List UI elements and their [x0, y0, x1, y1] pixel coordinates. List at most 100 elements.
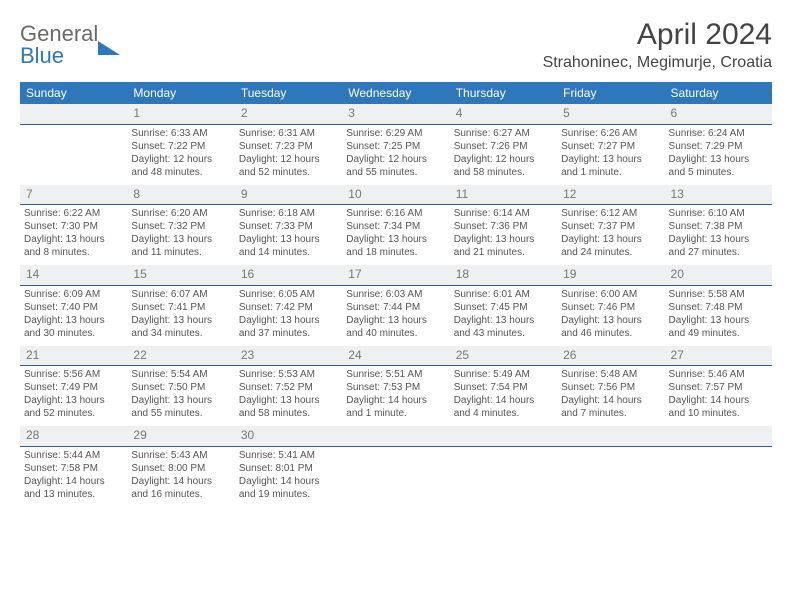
day-info-line: and 58 minutes.: [454, 166, 553, 179]
day-info-line: Sunrise: 5:48 AM: [561, 368, 660, 381]
day-number: 23: [235, 346, 342, 366]
day-info-line: and 10 minutes.: [669, 407, 768, 420]
day-cell: Sunrise: 5:51 AMSunset: 7:53 PMDaylight:…: [342, 366, 449, 427]
day-cell: Sunrise: 6:10 AMSunset: 7:38 PMDaylight:…: [665, 205, 772, 266]
day-info-line: and 19 minutes.: [239, 488, 338, 501]
day-info-line: and 52 minutes.: [24, 407, 123, 420]
day-info-line: Daylight: 12 hours: [239, 153, 338, 166]
day-info-line: Sunset: 7:44 PM: [346, 301, 445, 314]
day-info-line: and 37 minutes.: [239, 327, 338, 340]
day-info-line: and 24 minutes.: [561, 246, 660, 259]
day-info-line: Sunset: 7:40 PM: [24, 301, 123, 314]
day-info-line: Sunrise: 5:43 AM: [131, 449, 230, 462]
day-number: 15: [127, 265, 234, 285]
day-info-line: Daylight: 13 hours: [131, 314, 230, 327]
day-info-line: Sunset: 7:25 PM: [346, 140, 445, 153]
day-number: [450, 426, 557, 446]
day-number: 19: [557, 265, 664, 285]
day-cell: [450, 446, 557, 507]
day-number: 27: [665, 346, 772, 366]
day-cell: Sunrise: 5:41 AMSunset: 8:01 PMDaylight:…: [235, 446, 342, 507]
day-number: 7: [20, 185, 127, 205]
day-cell: Sunrise: 5:54 AMSunset: 7:50 PMDaylight:…: [127, 366, 234, 427]
day-info-line: Daylight: 13 hours: [239, 314, 338, 327]
day-info-line: Sunset: 7:56 PM: [561, 381, 660, 394]
day-cell: Sunrise: 6:07 AMSunset: 7:41 PMDaylight:…: [127, 285, 234, 346]
day-info-line: Daylight: 12 hours: [454, 153, 553, 166]
day-cell: Sunrise: 6:33 AMSunset: 7:22 PMDaylight:…: [127, 124, 234, 185]
day-info-line: Daylight: 13 hours: [669, 233, 768, 246]
day-number: 1: [127, 104, 234, 124]
day-info-line: Sunset: 7:34 PM: [346, 220, 445, 233]
day-info-line: Sunrise: 6:29 AM: [346, 127, 445, 140]
day-info-line: and 13 minutes.: [24, 488, 123, 501]
day-info-line: and 4 minutes.: [454, 407, 553, 420]
day-number: 29: [127, 426, 234, 446]
day-info-line: and 30 minutes.: [24, 327, 123, 340]
day-info-line: Sunrise: 6:00 AM: [561, 288, 660, 301]
day-number: [342, 426, 449, 446]
day-cell: Sunrise: 6:14 AMSunset: 7:36 PMDaylight:…: [450, 205, 557, 266]
day-info-line: Sunrise: 6:18 AM: [239, 207, 338, 220]
day-info-line: Daylight: 13 hours: [346, 314, 445, 327]
day-info-line: Daylight: 13 hours: [24, 314, 123, 327]
day-info-line: Sunrise: 6:05 AM: [239, 288, 338, 301]
day-content-row: Sunrise: 5:44 AMSunset: 7:58 PMDaylight:…: [20, 446, 772, 507]
day-info-line: and 1 minute.: [561, 166, 660, 179]
day-info-line: Sunrise: 6:01 AM: [454, 288, 553, 301]
day-cell: Sunrise: 6:29 AMSunset: 7:25 PMDaylight:…: [342, 124, 449, 185]
day-number: 30: [235, 426, 342, 446]
day-number: [665, 426, 772, 446]
day-info-line: Sunset: 7:23 PM: [239, 140, 338, 153]
calendar-body: 123456Sunrise: 6:33 AMSunset: 7:22 PMDay…: [20, 104, 772, 507]
day-info-line: Sunrise: 6:07 AM: [131, 288, 230, 301]
brand-text: General Blue: [20, 24, 98, 68]
weekday-header: Tuesday: [235, 82, 342, 104]
day-info-line: Sunrise: 5:56 AM: [24, 368, 123, 381]
day-number: 8: [127, 185, 234, 205]
day-cell: Sunrise: 6:09 AMSunset: 7:40 PMDaylight:…: [20, 285, 127, 346]
day-info-line: Daylight: 13 hours: [454, 233, 553, 246]
day-info-line: Daylight: 13 hours: [669, 314, 768, 327]
day-info-line: Sunrise: 5:58 AM: [669, 288, 768, 301]
day-number-row: 14151617181920: [20, 265, 772, 285]
day-info-line: and 43 minutes.: [454, 327, 553, 340]
day-info-line: Sunset: 7:30 PM: [24, 220, 123, 233]
day-info-line: and 18 minutes.: [346, 246, 445, 259]
day-info-line: Sunset: 7:27 PM: [561, 140, 660, 153]
day-number: 6: [665, 104, 772, 124]
day-info-line: and 5 minutes.: [669, 166, 768, 179]
day-info-line: Sunset: 7:37 PM: [561, 220, 660, 233]
day-number-row: 282930: [20, 426, 772, 446]
day-info-line: and 8 minutes.: [24, 246, 123, 259]
day-number-row: 78910111213: [20, 185, 772, 205]
day-info-line: Daylight: 12 hours: [131, 153, 230, 166]
day-info-line: Sunrise: 5:44 AM: [24, 449, 123, 462]
weekday-header: Friday: [557, 82, 664, 104]
day-info-line: Sunrise: 6:09 AM: [24, 288, 123, 301]
day-number: 17: [342, 265, 449, 285]
day-info-line: Sunrise: 6:24 AM: [669, 127, 768, 140]
day-number: 9: [235, 185, 342, 205]
day-info-line: Daylight: 13 hours: [239, 394, 338, 407]
day-cell: Sunrise: 5:49 AMSunset: 7:54 PMDaylight:…: [450, 366, 557, 427]
day-number: 13: [665, 185, 772, 205]
day-info-line: Daylight: 12 hours: [346, 153, 445, 166]
day-number: 18: [450, 265, 557, 285]
brand-triangle-icon: [98, 41, 120, 55]
day-number-row: 123456: [20, 104, 772, 124]
day-number: 21: [20, 346, 127, 366]
day-number: 22: [127, 346, 234, 366]
day-info-line: Sunset: 7:36 PM: [454, 220, 553, 233]
day-info-line: Daylight: 13 hours: [561, 153, 660, 166]
day-info-line: Sunset: 7:57 PM: [669, 381, 768, 394]
day-info-line: Sunrise: 6:27 AM: [454, 127, 553, 140]
day-info-line: Sunset: 7:45 PM: [454, 301, 553, 314]
day-info-line: Daylight: 13 hours: [454, 314, 553, 327]
day-info-line: and 58 minutes.: [239, 407, 338, 420]
weekday-header: Monday: [127, 82, 234, 104]
day-info-line: Sunrise: 6:12 AM: [561, 207, 660, 220]
brand-logo: General Blue: [20, 18, 120, 68]
day-number: 25: [450, 346, 557, 366]
day-cell: [665, 446, 772, 507]
